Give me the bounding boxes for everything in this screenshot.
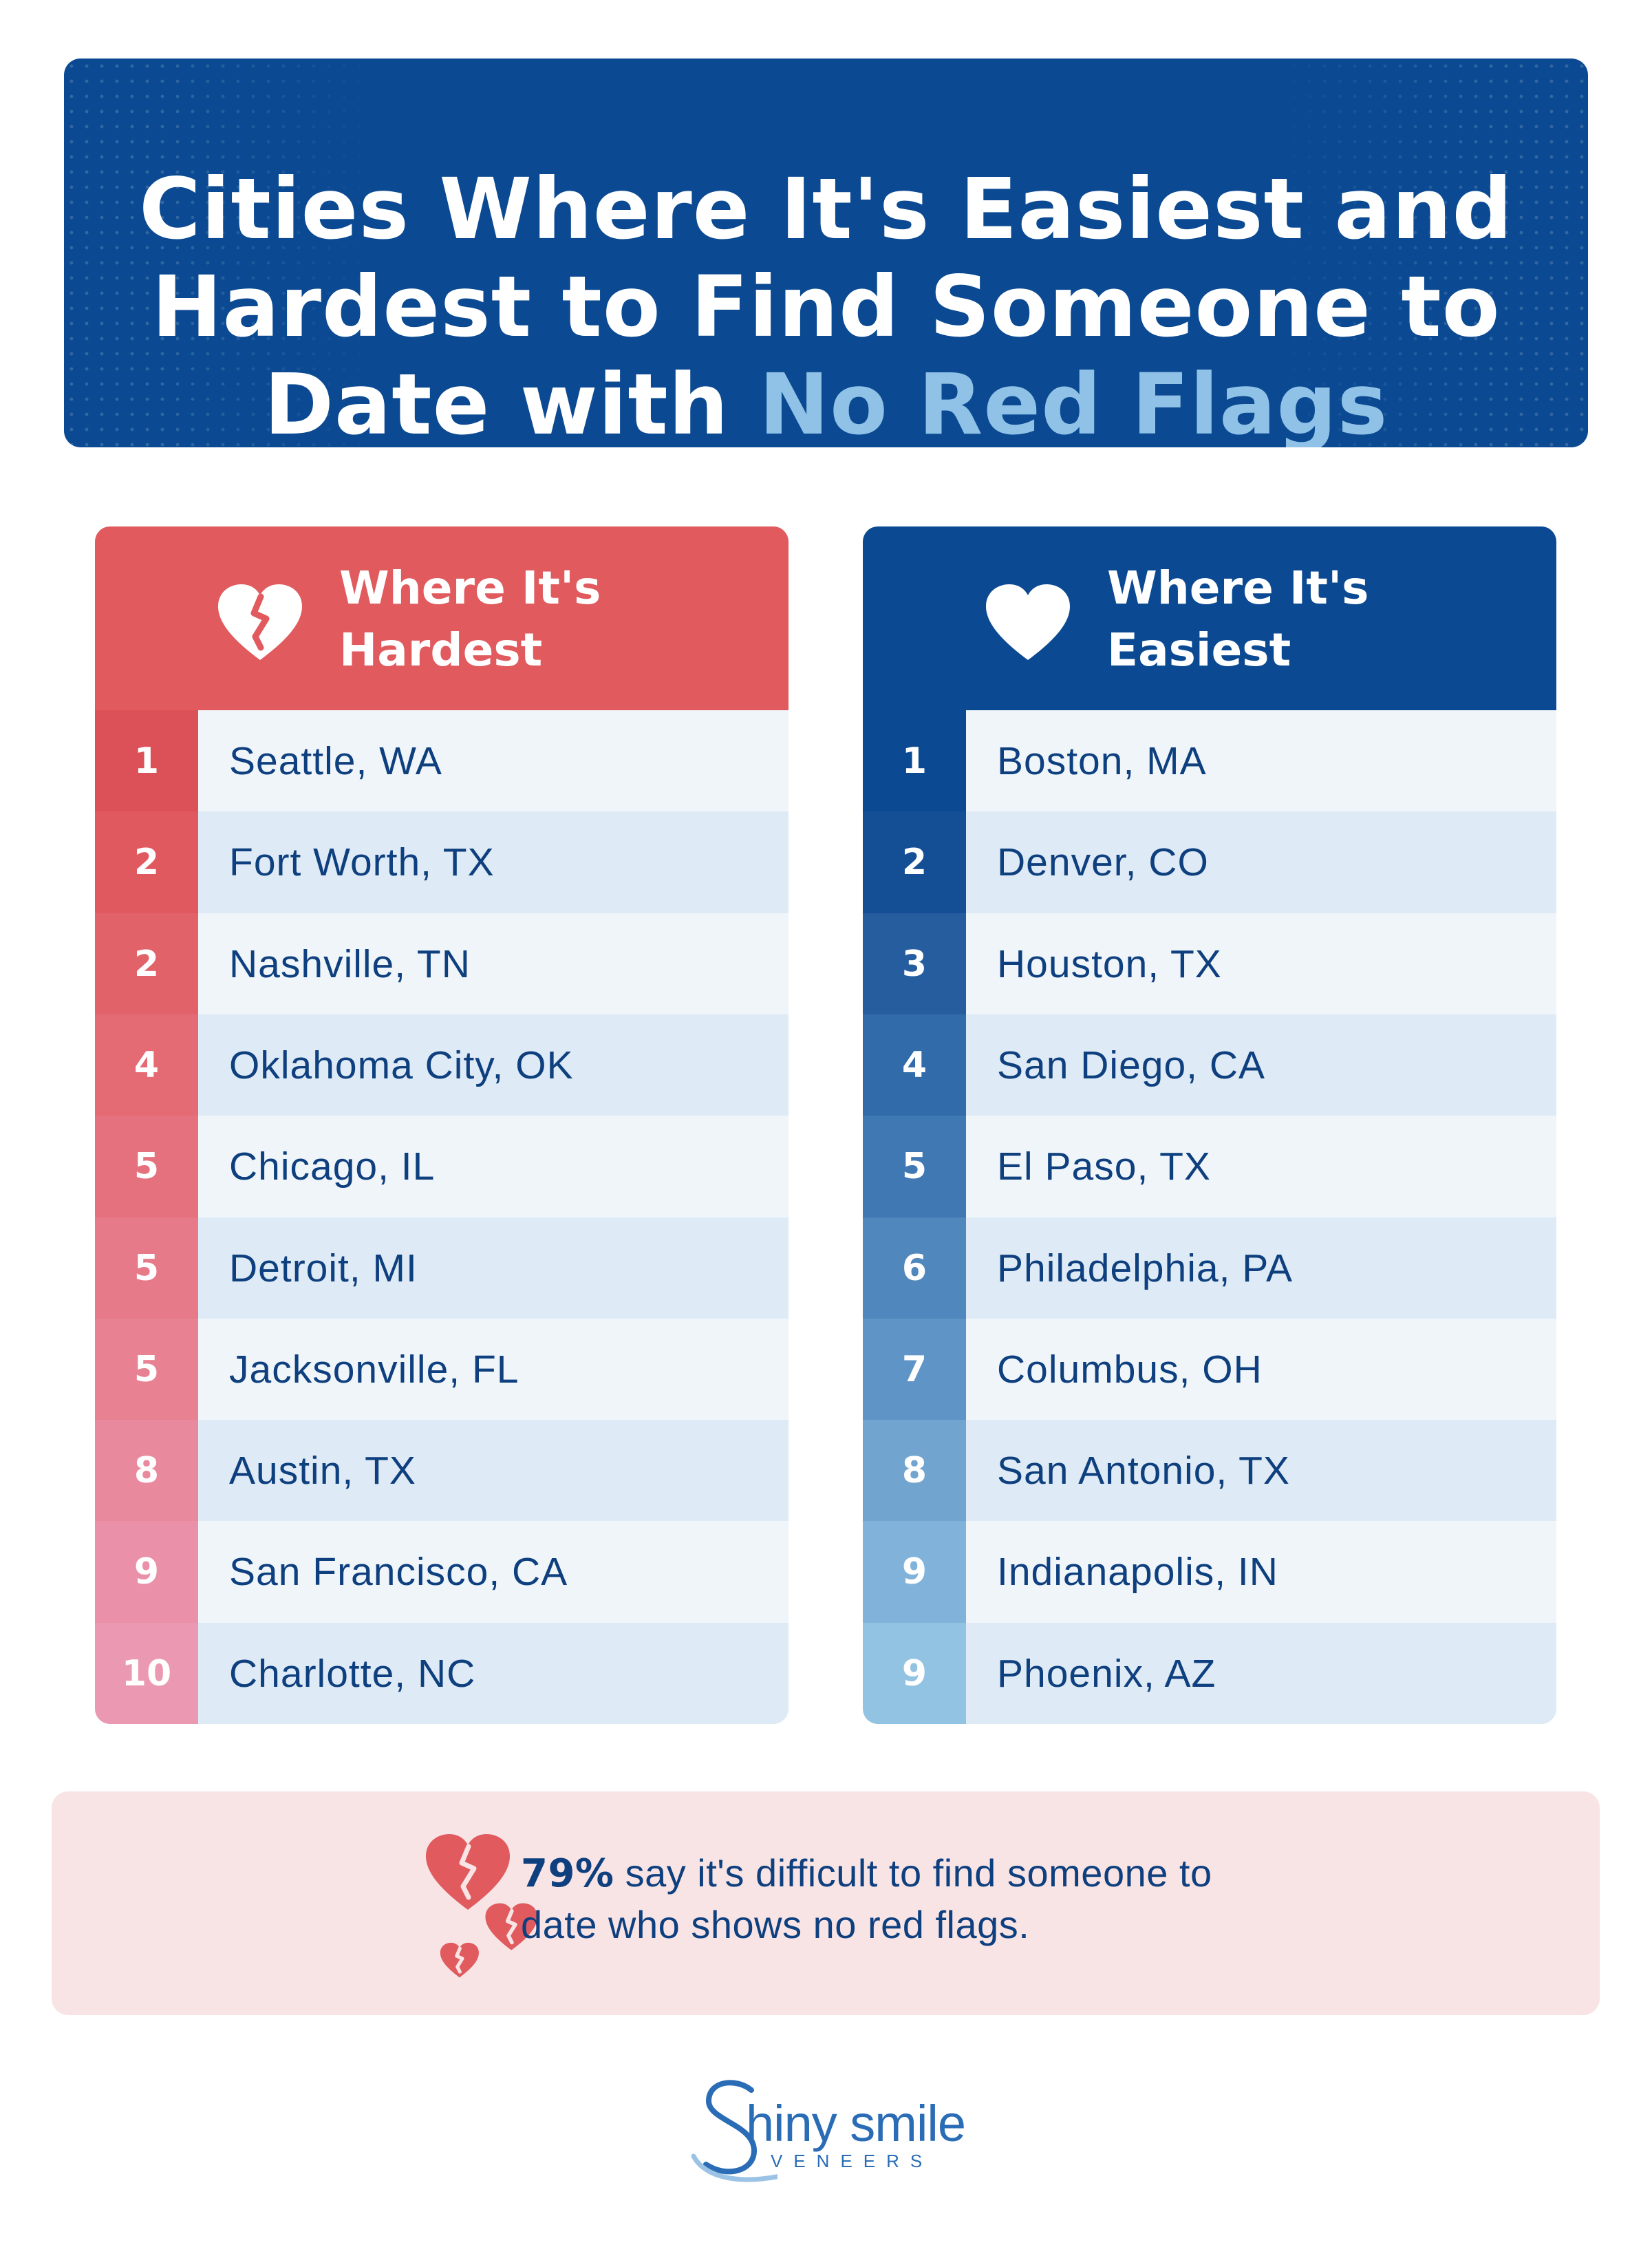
easiest-city: San Antonio, TX	[966, 1420, 1556, 1522]
hardest-rank: 5	[95, 1217, 198, 1319]
hardest-table: Where It's Hardest 1 Seattle, WA 2 Fort Wor…	[95, 526, 789, 1724]
easiest-table: Where It's Easiest 1 Boston, MA 2 Denver, C…	[863, 526, 1556, 1724]
easiest-rank: 2	[863, 811, 966, 914]
shiny-smile-logo: hiny smile VENEERS	[688, 2075, 977, 2199]
title-line-3-plain: Date with	[264, 356, 759, 447]
hardest-table-row: 10 Charlotte, NC	[95, 1622, 789, 1724]
easiest-rank: 9	[863, 1521, 966, 1623]
title-line-2: Hardest to Find Someone to	[151, 258, 1501, 356]
easiest-table-row: 9 Phoenix, AZ	[863, 1622, 1556, 1724]
hardest-city: Oklahoma City, OK	[198, 1014, 789, 1116]
hardest-city: Nashville, TN	[198, 913, 789, 1015]
hardest-table-title: Where It's Hardest	[339, 557, 780, 681]
easiest-city: San Diego, CA	[966, 1014, 1556, 1116]
title-accent: No Red Flags	[759, 356, 1388, 447]
hardest-city: San Francisco, CA	[198, 1521, 789, 1623]
hardest-table-row: 2 Nashville, TN	[95, 913, 789, 1015]
easiest-city: Philadelphia, PA	[966, 1217, 1556, 1319]
stat-line-2: date who shows no red flags.	[521, 1903, 1030, 1946]
stat-text: 79% say it's difficult to find someone t…	[521, 1848, 1415, 1950]
hardest-city: Charlotte, NC	[198, 1622, 789, 1724]
hardest-rank: 1	[95, 710, 198, 812]
hardest-city: Detroit, MI	[198, 1217, 789, 1319]
easiest-table-row: 8 San Antonio, TX	[863, 1420, 1556, 1522]
easiest-city: Columbus, OH	[966, 1318, 1556, 1420]
hardest-city: Austin, TX	[198, 1420, 789, 1522]
hardest-rank: 9	[95, 1521, 198, 1623]
dot-pattern-left	[64, 58, 380, 447]
hardest-table-row: 5 Jacksonville, FL	[95, 1318, 789, 1420]
hardest-city: Seattle, WA	[198, 710, 789, 812]
hardest-table-row: 9 San Francisco, CA	[95, 1521, 789, 1623]
hardest-rank: 4	[95, 1014, 198, 1116]
title-banner: Cities Where It's Easiest and Hardest to…	[64, 58, 1588, 447]
hardest-table-row: 8 Austin, TX	[95, 1420, 789, 1522]
easiest-rank: 1	[863, 710, 966, 812]
stat-percent: 79%	[521, 1851, 614, 1896]
easiest-city: Houston, TX	[966, 913, 1556, 1015]
easiest-city: El Paso, TX	[966, 1116, 1556, 1218]
stat-line-1: 79% say it's difficult to find someone t…	[521, 1848, 1415, 1899]
easiest-rank: 9	[863, 1622, 966, 1724]
easiest-rank: 5	[863, 1116, 966, 1218]
hardest-table-row: 5 Chicago, IL	[95, 1116, 789, 1218]
broken-hearts-icon	[426, 1834, 538, 1978]
title-line-1: Cities Where It's Easiest and	[139, 160, 1513, 258]
easiest-table-header: Where It's Easiest	[863, 526, 1556, 710]
easiest-city: Indianapolis, IN	[966, 1521, 1556, 1623]
page-title: Cities Where It's Easiest and Hardest to…	[64, 160, 1588, 447]
hardest-city: Fort Worth, TX	[198, 811, 789, 914]
easiest-title-line-1: Where It's	[1107, 562, 1369, 615]
hardest-city: Jacksonville, FL	[198, 1318, 789, 1420]
hardest-table-row: 1 Seattle, WA	[95, 710, 789, 812]
hardest-table-header: Where It's Hardest	[95, 526, 789, 710]
hardest-title-line-2: Hardest	[339, 624, 543, 677]
easiest-table-row: 2 Denver, CO	[863, 811, 1556, 914]
dot-pattern-right	[1272, 58, 1588, 447]
easiest-table-row: 3 Houston, TX	[863, 913, 1556, 1015]
easiest-city: Phoenix, AZ	[966, 1622, 1556, 1724]
easiest-city: Boston, MA	[966, 710, 1556, 812]
hardest-rank: 10	[95, 1622, 198, 1724]
logo-subtitle: VENEERS	[771, 2151, 934, 2171]
easiest-title-line-2: Easiest	[1107, 624, 1291, 677]
hardest-rank: 5	[95, 1116, 198, 1218]
easiest-rank: 8	[863, 1420, 966, 1522]
stat-callout: 79% say it's difficult to find someone t…	[52, 1791, 1600, 2015]
easiest-table-row: 5 El Paso, TX	[863, 1116, 1556, 1218]
hardest-rank: 5	[95, 1318, 198, 1420]
logo-brand-text: hiny smile	[746, 2095, 966, 2152]
hardest-rank: 2	[95, 913, 198, 1015]
easiest-city: Denver, CO	[966, 811, 1556, 914]
hardest-city: Chicago, IL	[198, 1116, 789, 1218]
easiest-table-row: 4 San Diego, CA	[863, 1014, 1556, 1116]
easiest-table-title: Where It's Easiest	[1107, 557, 1547, 681]
heart-icon	[986, 584, 1070, 660]
s-logo-icon	[691, 2080, 777, 2182]
hardest-table-row: 2 Fort Worth, TX	[95, 811, 789, 914]
easiest-table-row: 1 Boston, MA	[863, 710, 1556, 812]
easiest-rank: 3	[863, 913, 966, 1015]
easiest-rank: 7	[863, 1318, 966, 1420]
hardest-rank: 8	[95, 1420, 198, 1522]
hardest-table-row: 4 Oklahoma City, OK	[95, 1014, 789, 1116]
stat-line-1-rest: say it's difficult to find someone to	[614, 1851, 1212, 1895]
easiest-rank: 6	[863, 1217, 966, 1319]
easiest-rank: 4	[863, 1014, 966, 1116]
hardest-table-row: 5 Detroit, MI	[95, 1217, 789, 1319]
hardest-rank: 2	[95, 811, 198, 914]
title-line-3: Date with No Red Flags	[64, 356, 1588, 447]
easiest-table-row: 9 Indianapolis, IN	[863, 1521, 1556, 1623]
broken-heart-icon	[218, 584, 302, 660]
easiest-table-row: 7 Columbus, OH	[863, 1318, 1556, 1420]
hardest-title-line-1: Where It's	[339, 562, 601, 615]
easiest-table-row: 6 Philadelphia, PA	[863, 1217, 1556, 1319]
